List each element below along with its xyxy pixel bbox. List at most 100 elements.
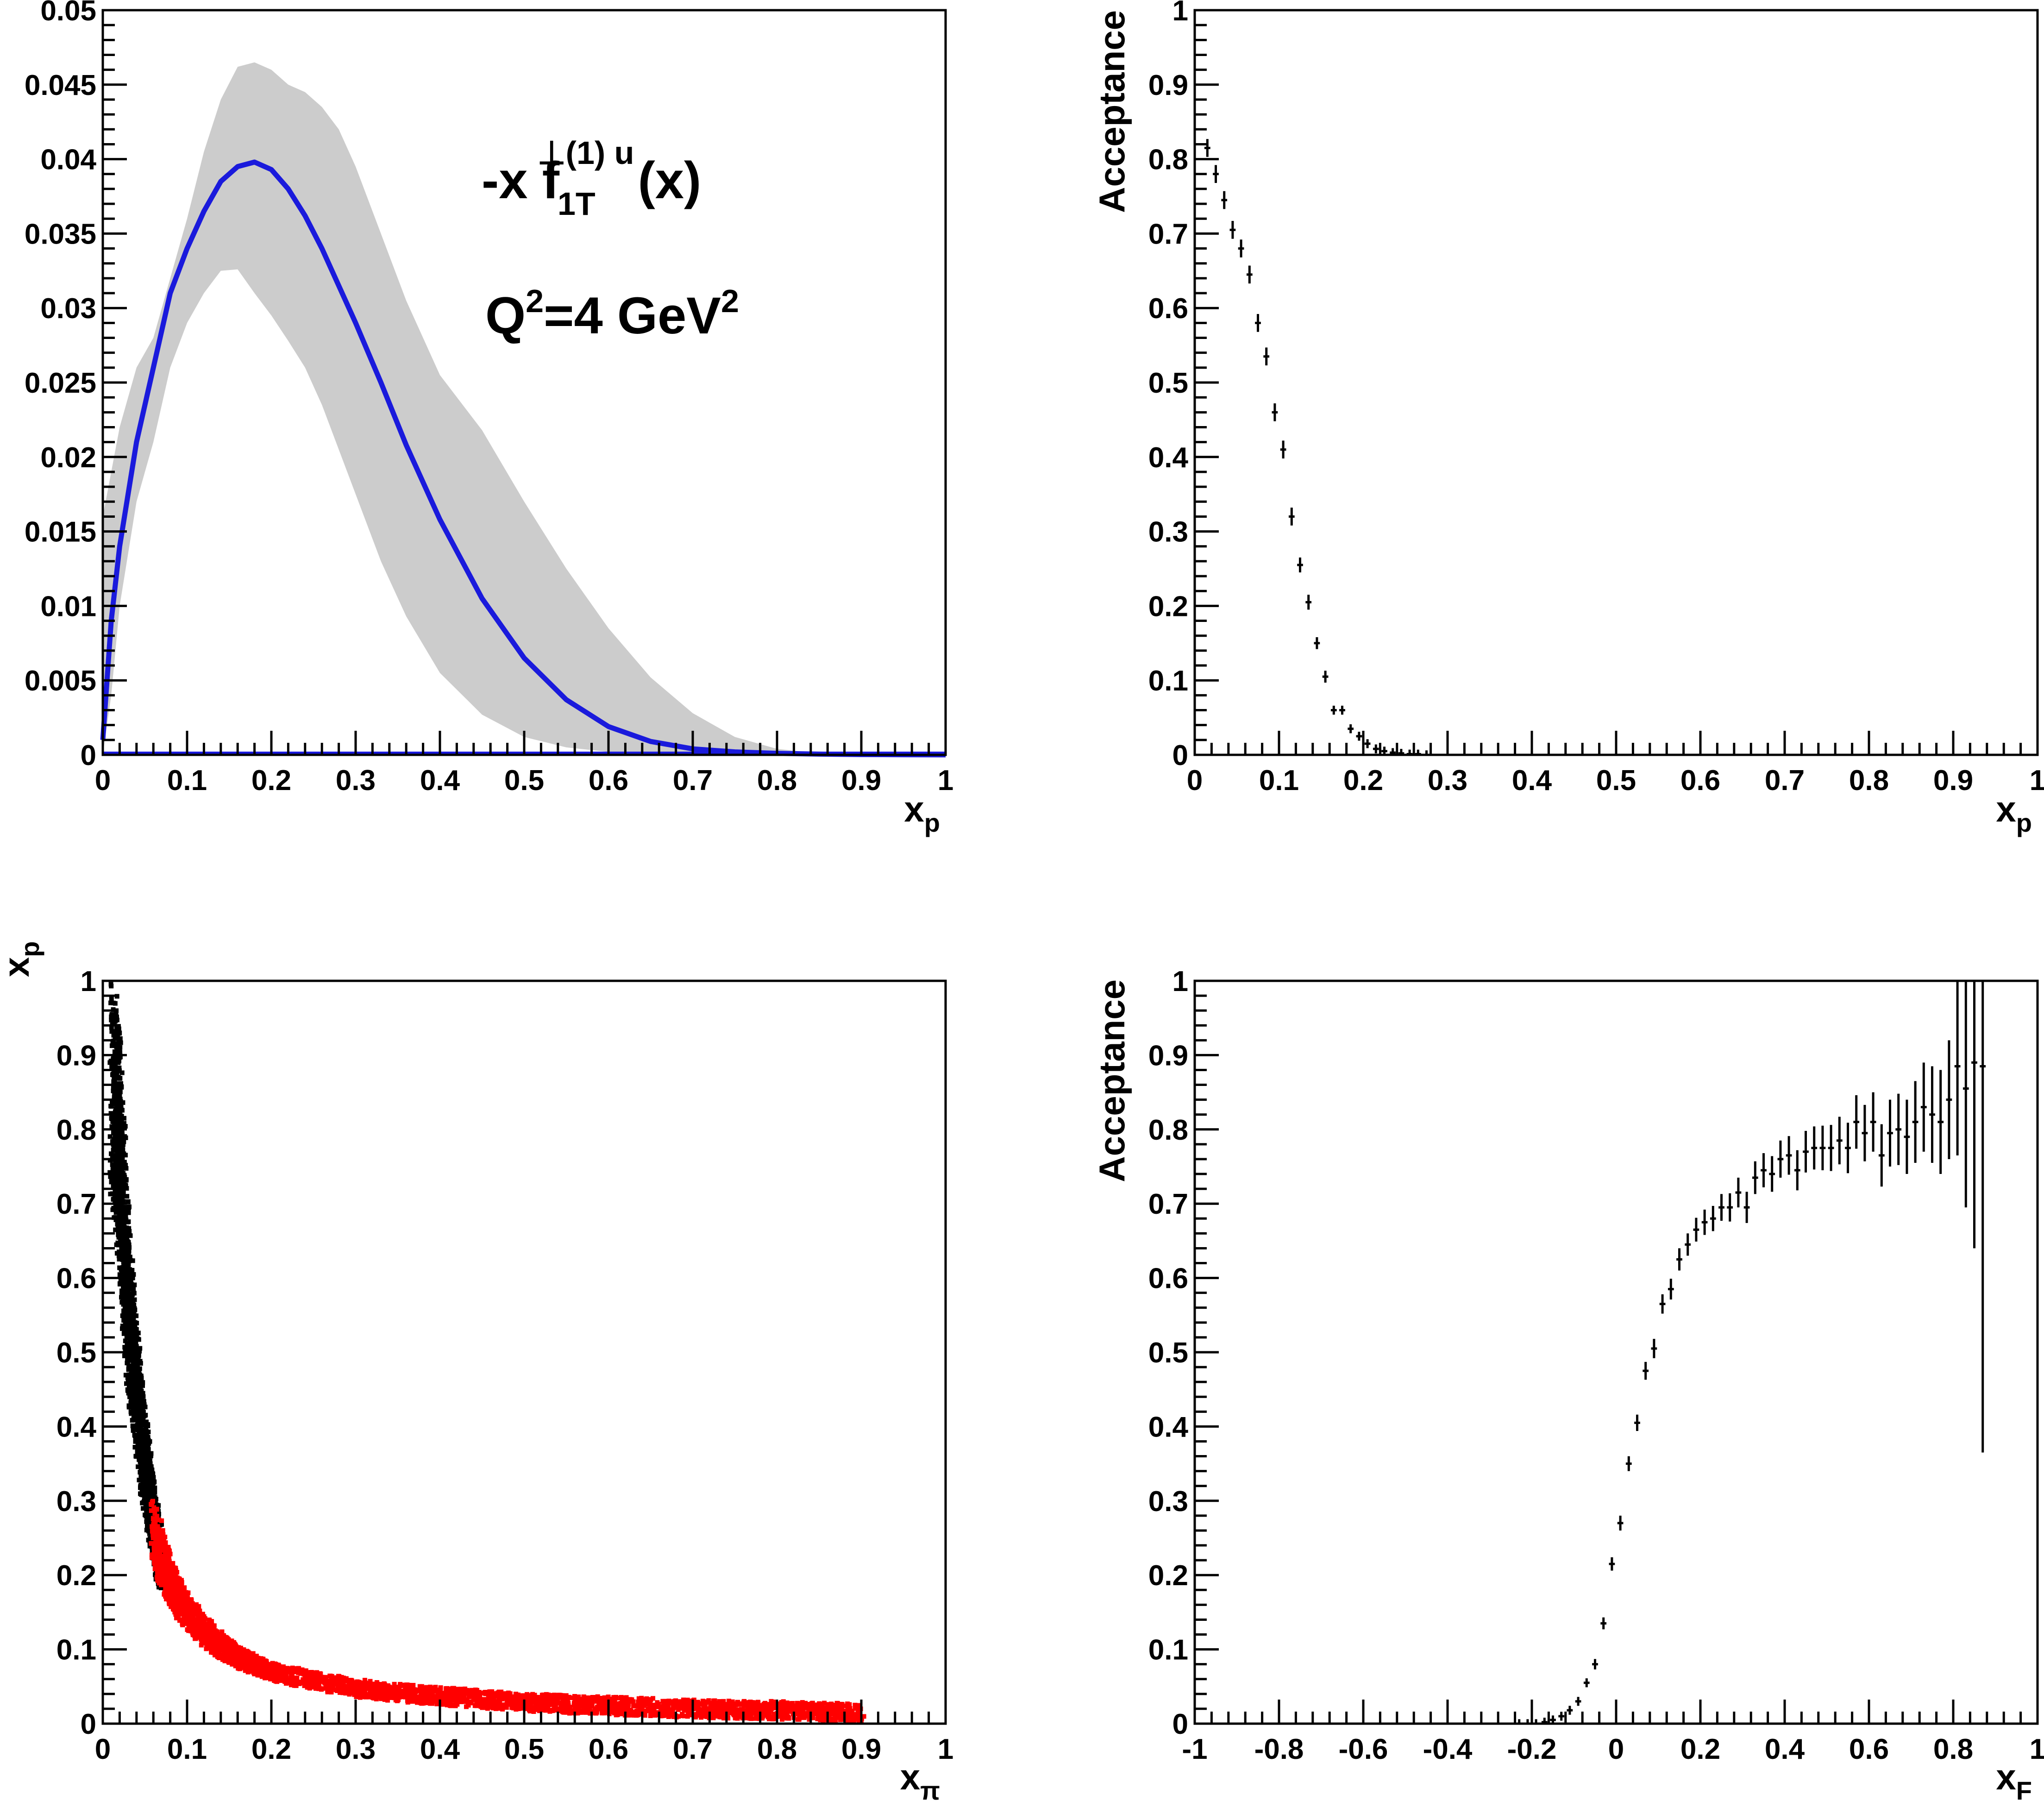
scatter-point xyxy=(166,1565,171,1570)
scatter-point xyxy=(334,1688,339,1693)
scatter-point xyxy=(124,1186,129,1191)
q2-annotation: Q2=4 GeV2 xyxy=(485,283,739,345)
scatter-point xyxy=(322,1681,327,1686)
scatter-point xyxy=(119,1121,124,1126)
scatter-point xyxy=(464,1697,470,1702)
scatter-point xyxy=(146,1505,151,1510)
scatter-point xyxy=(150,1533,156,1537)
data-point xyxy=(1364,739,1371,748)
scatter-point xyxy=(187,1606,192,1611)
scatter-point xyxy=(178,1605,183,1610)
scatter-point xyxy=(161,1547,166,1552)
panel-acceptance-xp: 0 0.1 0.2 0.3 0.4 0.5 0.6 0.7 0.8 0.9 1 00.10.20.3… xyxy=(1091,0,2044,837)
scatter-point xyxy=(305,1675,310,1681)
scatter-point xyxy=(125,1341,130,1346)
scatter-point xyxy=(211,1646,216,1651)
scatter-point xyxy=(108,1111,113,1116)
scatter-point xyxy=(133,1439,138,1444)
scatter-point xyxy=(121,1220,126,1225)
scatter-point xyxy=(445,1686,450,1691)
y-tick-label: 0.03 xyxy=(40,293,96,325)
scatter-point xyxy=(204,1641,209,1646)
scatter-point xyxy=(139,1488,144,1493)
scatter-point xyxy=(515,1706,520,1711)
scatter-point xyxy=(392,1690,397,1695)
scatter-point xyxy=(131,1382,136,1387)
scatter-point xyxy=(161,1581,166,1587)
scatter-point xyxy=(243,1653,248,1658)
scatter-point xyxy=(176,1582,181,1587)
scatter-point xyxy=(133,1437,138,1442)
scatter-point xyxy=(110,1154,115,1160)
scatter-point xyxy=(296,1666,301,1671)
scatter-point xyxy=(361,1691,366,1696)
scatter-point xyxy=(234,1646,239,1651)
scatter-point xyxy=(111,1072,116,1077)
scatter-point xyxy=(125,1267,129,1273)
scatter-point xyxy=(109,1180,114,1185)
scatter-point xyxy=(165,1568,170,1573)
scatter-point xyxy=(137,1430,142,1435)
scatter-point xyxy=(176,1602,181,1607)
scatter-point xyxy=(129,1335,134,1340)
scatter-point xyxy=(269,1674,274,1679)
scatter-point xyxy=(126,1255,131,1260)
scatter-point xyxy=(138,1393,143,1398)
scatter-point xyxy=(151,1505,157,1510)
scatter-point xyxy=(123,1353,127,1358)
scatter-point xyxy=(119,1156,125,1161)
scatter-point xyxy=(297,1681,302,1686)
scatter-point xyxy=(157,1518,162,1522)
scatter-point xyxy=(433,1685,438,1690)
scatter-point xyxy=(171,1604,176,1609)
scatter-point xyxy=(117,1194,122,1199)
scatter-point xyxy=(150,1491,155,1496)
scatter-point xyxy=(413,1693,418,1698)
scatter-point xyxy=(474,1689,479,1694)
scatter-point xyxy=(150,1467,155,1472)
scatter-point xyxy=(133,1359,138,1364)
scatter-point xyxy=(250,1664,255,1669)
scatter-point xyxy=(183,1590,188,1595)
scatter-point xyxy=(116,1024,121,1029)
scatter-point xyxy=(132,1320,138,1325)
scatter-point xyxy=(142,1436,147,1441)
scatter-point xyxy=(173,1612,178,1617)
scatter-point xyxy=(202,1625,207,1630)
scatter-point xyxy=(125,1199,131,1205)
data-point xyxy=(1373,744,1379,753)
scatter-point xyxy=(418,1700,423,1706)
scatter-point xyxy=(165,1570,170,1575)
scatter-point xyxy=(521,1693,526,1698)
scatter-point xyxy=(141,1404,146,1409)
scatter-point xyxy=(133,1400,138,1405)
scatter-point xyxy=(140,1465,145,1470)
scatter-point xyxy=(109,1043,114,1048)
scatter-point xyxy=(242,1661,247,1666)
scatter-point xyxy=(450,1689,455,1694)
scatter-point xyxy=(121,1171,125,1176)
scatter-point xyxy=(380,1684,385,1689)
scatter-point xyxy=(134,1313,139,1318)
scatter-point xyxy=(122,1283,127,1288)
scatter-point xyxy=(189,1602,194,1607)
scatter-point xyxy=(136,1464,141,1469)
scatter-point xyxy=(135,1452,140,1457)
data-point xyxy=(1238,239,1244,257)
scatter-point xyxy=(137,1433,142,1438)
scatter-point xyxy=(430,1701,435,1706)
y-tick-label: 0.015 xyxy=(25,516,96,548)
scatter-point xyxy=(111,1088,116,1093)
scatter-point xyxy=(123,1213,128,1218)
scatter-point xyxy=(133,1403,138,1408)
y-axis-label: Acceptance xyxy=(1091,10,1132,213)
scatter-point xyxy=(199,1637,203,1642)
scatter-point xyxy=(123,1124,128,1129)
scatter-point xyxy=(142,1495,147,1500)
scatter-point xyxy=(140,1453,145,1458)
y-tick-label: 0.02 xyxy=(40,442,96,474)
scatter-point xyxy=(147,1459,152,1463)
scatter-point xyxy=(190,1615,195,1620)
scatter-point xyxy=(120,1212,125,1217)
scatter-point xyxy=(144,1419,149,1424)
